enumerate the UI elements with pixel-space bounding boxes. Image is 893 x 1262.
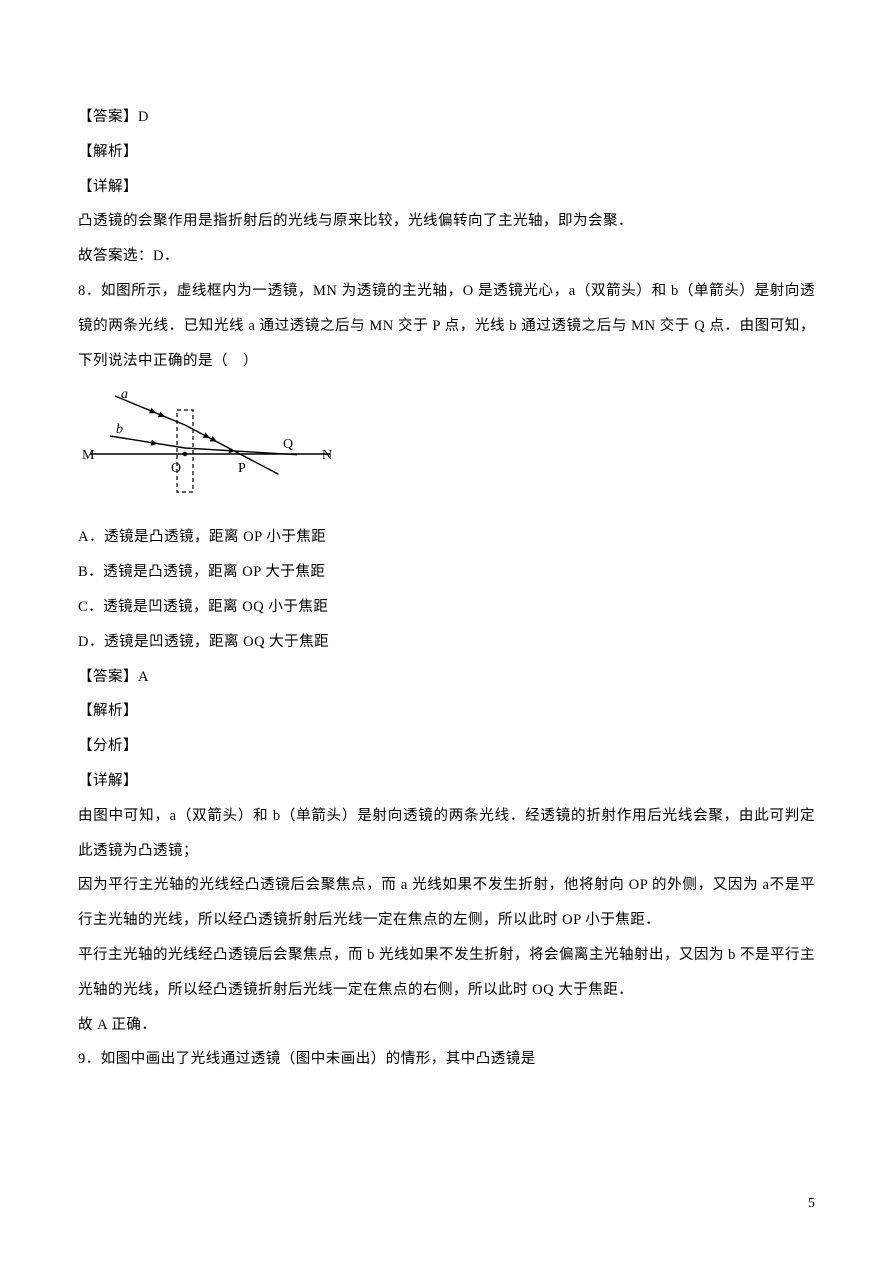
fenxi-label: 【分析】	[78, 729, 815, 764]
svg-text:N: N	[322, 448, 332, 463]
analysis-label: 【解析】	[78, 135, 815, 170]
detail-label: 【详解】	[78, 170, 815, 205]
question-8-stem: 8．如图所示，虚线框内为一透镜，MN 为透镜的主光轴，O 是透镜光心，a（双箭头…	[78, 274, 815, 378]
analysis-8-label: 【解析】	[78, 694, 815, 729]
answer-conclusion: 故答案选：D．	[78, 239, 815, 274]
svg-text:Q: Q	[283, 437, 293, 452]
option-a: A．透镜是凸透镜，距离 OP 小于焦距	[78, 520, 815, 555]
explanation-8-p3: 平行主光轴的光线经凸透镜后会聚焦点，而 b 光线如果不发生折射，将会偏离主光轴射…	[78, 938, 815, 1008]
explanation-8-p1: 由图中可知，a（双箭头）和 b（单箭头）是射向透镜的两条光线．经透镜的折射作用后…	[78, 799, 815, 869]
answer-8-label: 【答案】A	[78, 660, 815, 695]
svg-text:O: O	[171, 461, 181, 476]
lens-ray-diagram: a b M N O P Q	[80, 388, 815, 508]
svg-text:M: M	[82, 448, 95, 463]
option-d: D．透镜是凹透镜，距离 OQ 大于焦距	[78, 625, 815, 660]
svg-text:a: a	[121, 388, 128, 402]
explanation-8-conclusion: 故 A 正确．	[78, 1008, 815, 1043]
question-9-stem: 9．如图中画出了光线通过透镜（图中未画出）的情形，其中凸透镜是	[78, 1042, 815, 1077]
detail-8-label: 【详解】	[78, 764, 815, 799]
option-b: B．透镜是凸透镜，距离 OP 大于焦距	[78, 555, 815, 590]
svg-text:P: P	[238, 461, 246, 476]
answer-label: 【答案】D	[78, 100, 815, 135]
page-number: 5	[808, 1196, 815, 1212]
explanation-text: 凸透镜的会聚作用是指折射后的光线与原来比较，光线偏转向了主光轴，即为会聚．	[78, 204, 815, 239]
svg-text:b: b	[116, 422, 123, 437]
option-c: C．透镜是凹透镜，距离 OQ 小于焦距	[78, 590, 815, 625]
explanation-8-p2: 因为平行主光轴的光线经凸透镜后会聚焦点，而 a 光线如果不发生折射，他将射向 O…	[78, 868, 815, 938]
